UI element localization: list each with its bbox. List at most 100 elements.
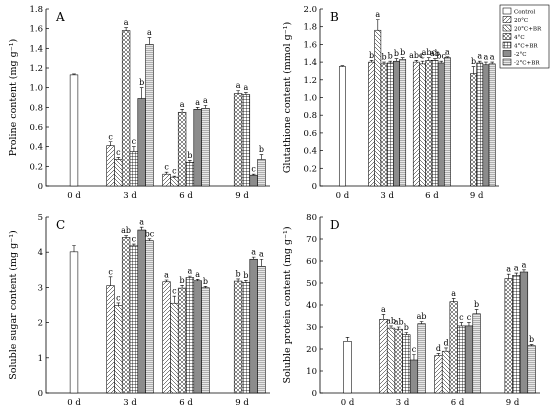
error-bar	[477, 60, 482, 63]
legend-entry: 20°C	[514, 18, 528, 24]
bar-6d-s6	[472, 313, 481, 394]
error-bar	[108, 276, 113, 286]
y-axis-label: Soluble protein content (mg g⁻¹)	[282, 226, 293, 383]
bar-6d-s1	[412, 61, 420, 187]
error-bar	[394, 58, 399, 62]
legend-entry: -2°C+BR	[514, 61, 540, 67]
error-bar	[236, 90, 240, 94]
bar-9d-s6	[527, 345, 536, 394]
bar-3d-s2	[374, 29, 382, 187]
y-tick-label: 0	[312, 182, 317, 192]
bar-3d-s5	[409, 359, 419, 394]
error-bar	[164, 279, 169, 282]
bar-3d-s6	[417, 323, 426, 394]
y-tick-label: 4	[38, 248, 43, 258]
chart-panel-d: 0 10 20 30 40 50 60 70 80 Soluble protein content…	[282, 213, 540, 408]
y-tick-label: 1.4	[29, 44, 43, 54]
error-bar	[236, 278, 240, 282]
significance-letter: a	[195, 98, 200, 107]
x-tick-label: 3 d	[123, 191, 137, 201]
bar-3d-s3	[394, 328, 403, 394]
y-tick-label: 0.6	[303, 129, 317, 139]
error-bar	[244, 280, 248, 283]
significance-letter: a	[203, 96, 208, 105]
error-bar	[139, 87, 144, 99]
bar-6d-s5	[193, 109, 202, 187]
significance-letter: b	[259, 145, 264, 154]
error-bar	[124, 235, 128, 238]
bar-3d-s6	[145, 44, 154, 187]
bar-3d-s5	[137, 229, 146, 394]
bar-9d-s4	[241, 94, 251, 187]
error-bar	[439, 60, 443, 63]
y-tick-label: 1.8	[29, 5, 43, 15]
error-bar	[436, 353, 441, 356]
y-tick-label: 1.2	[29, 64, 43, 74]
bar-6d-s4	[185, 162, 195, 187]
bar-9d-s5	[482, 64, 490, 187]
bar-0d-s0	[69, 74, 79, 187]
error-bar	[259, 258, 264, 267]
legend-entry: 4°C	[514, 35, 525, 41]
x-tick-label: 0 d	[336, 191, 350, 201]
bar-3d-s3	[121, 237, 131, 394]
bar-6d-s2	[441, 350, 451, 394]
significance-letter: ab	[417, 312, 427, 321]
y-tick-label: 1.6	[29, 25, 43, 35]
error-bar	[259, 154, 264, 160]
bar-3d-s5	[137, 98, 146, 187]
significance-letter: b	[243, 271, 248, 280]
y-tick-label: 10	[306, 367, 317, 377]
legend-swatch	[502, 58, 512, 66]
error-bar	[381, 314, 386, 320]
significance-letter: a	[490, 53, 495, 62]
panel-letter: B	[330, 10, 339, 24]
y-tick-label: 0	[312, 389, 317, 399]
error-bar	[396, 326, 401, 330]
legend-entry: 20°C+BR	[514, 27, 542, 33]
bar-3d-s1	[106, 145, 115, 187]
y-tick-label: 0.8	[303, 111, 317, 121]
bar-9d-s3	[470, 73, 477, 187]
significance-letter: b	[388, 52, 393, 61]
significance-letter: c	[132, 137, 137, 146]
significance-letter: a	[236, 81, 241, 90]
error-bar	[420, 60, 425, 64]
significance-letter: c	[116, 148, 121, 157]
bar-6d-s3	[177, 111, 187, 187]
y-tick-label: 30	[306, 323, 317, 333]
y-tick-label: 0.4	[29, 143, 43, 153]
bar-6d-s3	[449, 301, 458, 394]
bar-0d-s0	[343, 341, 352, 394]
bar-3d-s4	[129, 151, 139, 187]
significance-letter: b	[404, 323, 409, 332]
bar-9d-s4	[476, 62, 484, 187]
significance-letter: bc	[436, 52, 446, 61]
error-bar	[490, 61, 494, 64]
error-bar	[195, 107, 200, 110]
bar-9d-s3	[233, 280, 243, 394]
error-bar	[471, 66, 476, 74]
error-bar	[147, 238, 152, 241]
bar-0d-s0	[69, 251, 79, 394]
bar-3d-s1	[106, 285, 115, 394]
error-bar	[188, 160, 192, 163]
legend-entry: 4°C+BR	[514, 44, 538, 50]
significance-letter: c	[459, 313, 464, 322]
x-tick-label: 9 d	[235, 191, 249, 201]
x-tick-label: 0 d	[341, 398, 355, 408]
significance-letter: a	[147, 28, 152, 37]
bar-6d-s2	[170, 302, 179, 394]
y-tick-label: 5	[38, 213, 43, 223]
y-tick-label: 60	[306, 257, 317, 267]
significance-letter: c	[132, 235, 137, 244]
bar-6d-s2	[419, 63, 426, 187]
significance-letter: c	[467, 313, 472, 322]
bar-9d-s4	[512, 275, 521, 394]
bar-6d-s5	[437, 62, 445, 187]
error-bar	[116, 157, 121, 160]
significance-letter: c	[420, 52, 425, 61]
error-bar	[203, 105, 208, 109]
significance-letter: a	[139, 218, 144, 227]
bar-6d-s3	[177, 287, 187, 394]
